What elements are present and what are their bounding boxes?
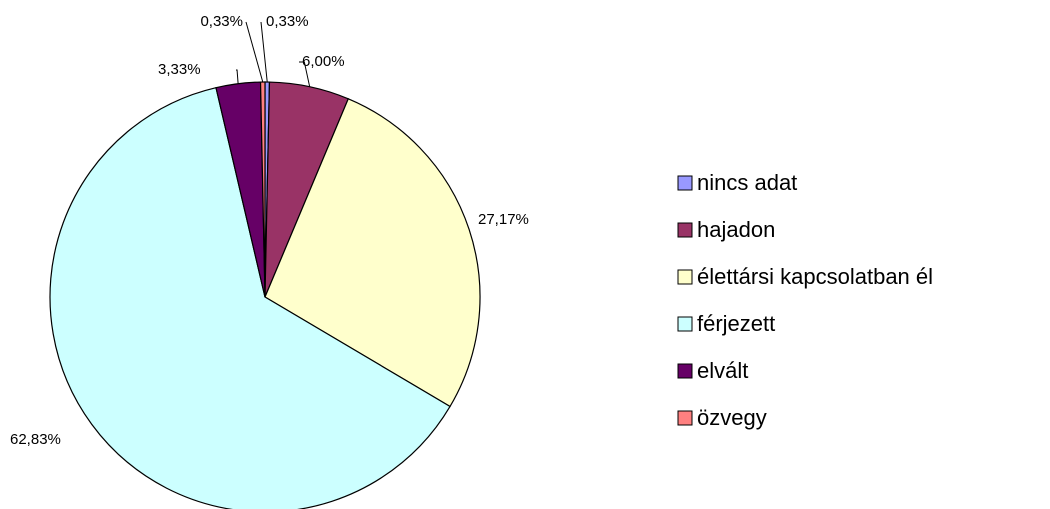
data-label: 3,33% — [158, 61, 201, 78]
leader-line — [299, 61, 311, 87]
legend-swatch — [677, 363, 693, 379]
data-label: 62,83% — [10, 431, 61, 448]
legend-swatch — [677, 269, 693, 285]
legend-swatch — [677, 410, 693, 426]
data-label: 6,00% — [302, 53, 345, 70]
legend-label: özvegy — [697, 405, 767, 430]
legend-label: nincs adat — [697, 170, 797, 195]
legend-label: férjezett — [697, 311, 775, 336]
data-label: 0,33% — [200, 13, 243, 30]
leader-line — [245, 21, 264, 83]
leader-line — [260, 21, 268, 83]
data-label: 27,17% — [478, 211, 529, 228]
data-label: 0,33% — [266, 13, 309, 30]
leader-line — [236, 69, 239, 84]
pie-slice — [264, 97, 481, 408]
legend-swatch — [677, 175, 693, 191]
pie-slice — [49, 86, 451, 509]
legend-label: élettársi kapcsolatban él — [697, 264, 933, 289]
legend-label: hajadon — [697, 217, 775, 242]
legend-swatch — [677, 222, 693, 238]
legend-swatch — [677, 316, 693, 332]
legend-label: elvált — [697, 358, 748, 383]
